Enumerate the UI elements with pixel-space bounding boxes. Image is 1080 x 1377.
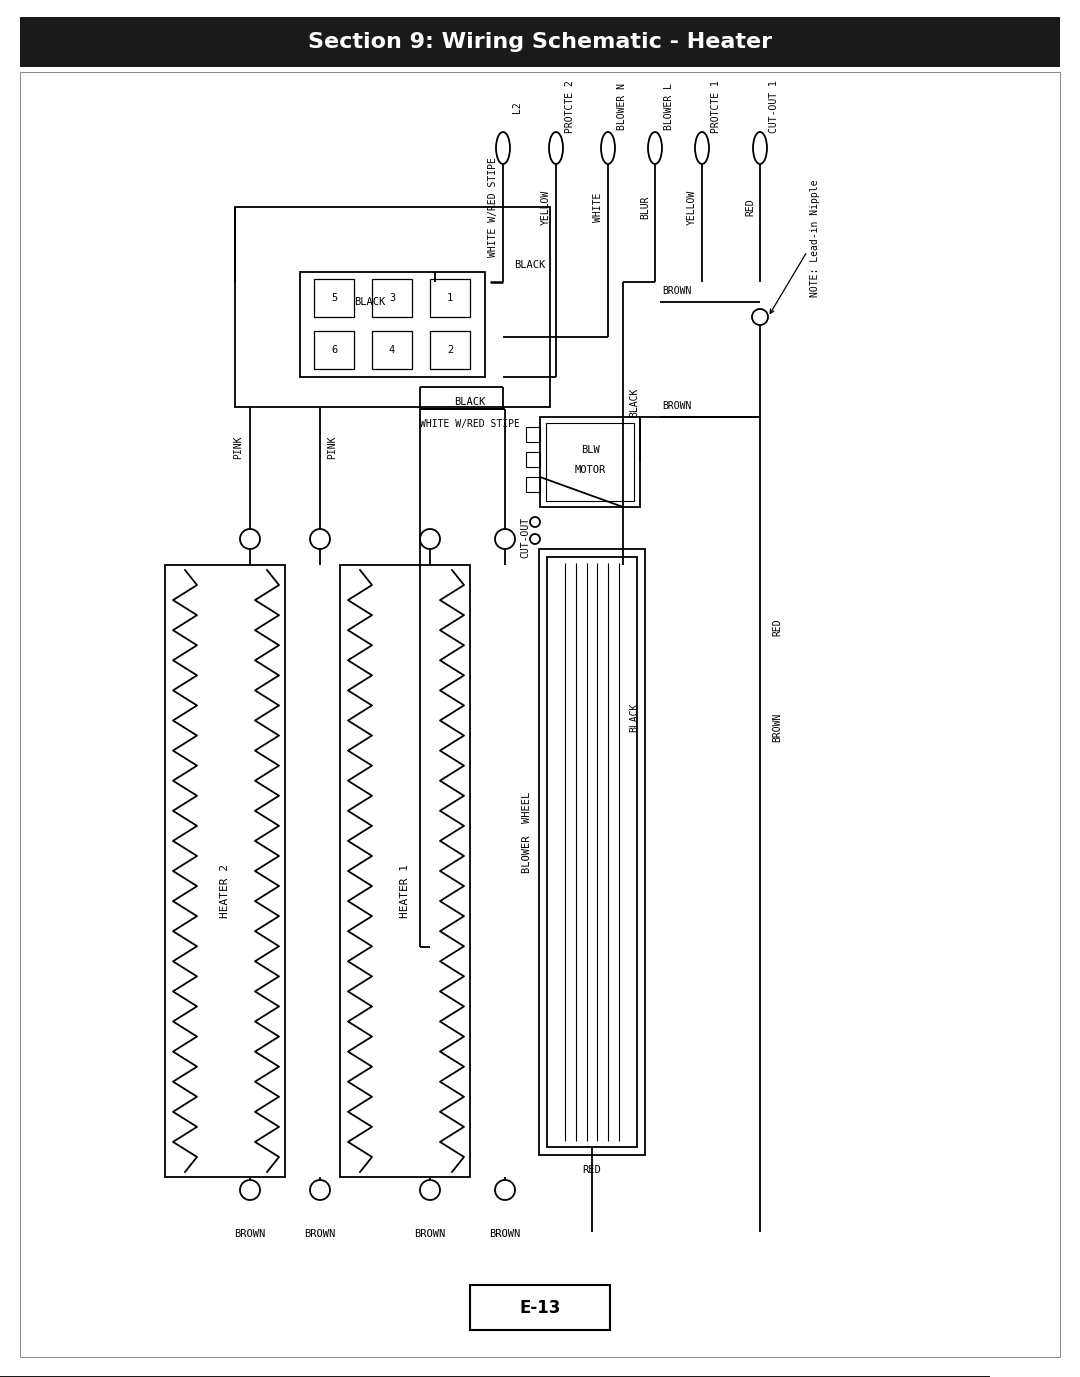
Ellipse shape [696, 132, 708, 164]
Bar [430, 330, 470, 369]
Text: BROWN: BROWN [234, 1230, 266, 1239]
Text: HEATER 2: HEATER 2 [220, 863, 230, 918]
Text: WHITE W/RED STIPE: WHITE W/RED STIPE [420, 419, 519, 430]
Text: PINK: PINK [233, 435, 243, 459]
Bar [300, 273, 485, 377]
Circle shape [495, 1180, 515, 1199]
Text: BLACK: BLACK [629, 387, 639, 417]
Bar [314, 280, 354, 317]
Bar [546, 558, 637, 1147]
Text: L2: L2 [512, 101, 522, 113]
Circle shape [240, 529, 260, 549]
Circle shape [240, 1180, 260, 1199]
Bar [470, 1285, 610, 1330]
Text: CUT-OUT 1: CUT-OUT 1 [769, 81, 779, 134]
Text: NOTE: Lead-in Nipple: NOTE: Lead-in Nipple [770, 179, 820, 314]
Text: BLOWER N: BLOWER N [617, 84, 627, 131]
Circle shape [420, 1180, 440, 1199]
Bar [540, 417, 640, 507]
Text: BROWN: BROWN [489, 1230, 521, 1239]
Text: Section 9: Wiring Schematic - Heater: Section 9: Wiring Schematic - Heater [308, 32, 772, 52]
Text: CUT-OUT: CUT-OUT [519, 516, 530, 558]
Text: BROWN: BROWN [662, 286, 691, 296]
Text: BROWN: BROWN [772, 712, 782, 742]
Text: BLACK: BLACK [354, 297, 386, 307]
Ellipse shape [496, 132, 510, 164]
Bar [235, 207, 550, 408]
Circle shape [530, 534, 540, 544]
Bar [430, 280, 470, 317]
Text: PINK: PINK [327, 435, 337, 459]
Text: YELLOW: YELLOW [541, 190, 551, 224]
Text: 2: 2 [447, 346, 454, 355]
Bar [21, 17, 1059, 67]
Bar [526, 452, 540, 467]
Text: BLW: BLW [581, 445, 599, 454]
Text: 4: 4 [389, 346, 395, 355]
Ellipse shape [600, 132, 615, 164]
Ellipse shape [753, 132, 767, 164]
Text: 3: 3 [389, 293, 395, 303]
Bar [314, 330, 354, 369]
Text: BLOWER L: BLOWER L [664, 84, 674, 131]
Text: MOTOR: MOTOR [575, 465, 606, 475]
Circle shape [495, 529, 515, 549]
Text: BROWN: BROWN [662, 401, 691, 410]
Bar [340, 565, 470, 1177]
Bar [539, 549, 645, 1155]
Text: BLUR: BLUR [640, 196, 650, 219]
Text: RED: RED [745, 198, 755, 216]
Text: BROWN: BROWN [415, 1230, 446, 1239]
Text: YELLOW: YELLOW [687, 190, 697, 224]
Bar [165, 565, 285, 1177]
Text: BLACK: BLACK [455, 397, 486, 408]
Text: PROTCTE 2: PROTCTE 2 [565, 81, 575, 134]
Ellipse shape [648, 132, 662, 164]
Text: BLACK: BLACK [629, 702, 639, 731]
Bar [526, 427, 540, 442]
Text: 1: 1 [447, 293, 454, 303]
Text: WHITE W/RED STIPE: WHITE W/RED STIPE [488, 157, 498, 257]
Bar [526, 476, 540, 492]
Text: RED: RED [582, 1165, 602, 1175]
Text: E-13: E-13 [519, 1299, 561, 1316]
Text: 6: 6 [330, 346, 337, 355]
Text: PROTCTE 1: PROTCTE 1 [711, 81, 721, 134]
Circle shape [310, 529, 330, 549]
Text: RED: RED [772, 618, 782, 636]
Circle shape [310, 1180, 330, 1199]
Bar [546, 423, 634, 501]
Circle shape [420, 529, 440, 549]
Text: 5: 5 [330, 293, 337, 303]
Text: BROWN: BROWN [305, 1230, 336, 1239]
Circle shape [752, 308, 768, 325]
Text: WHITE: WHITE [593, 193, 603, 222]
Text: HEATER 1: HEATER 1 [400, 863, 410, 918]
Bar [372, 280, 411, 317]
Ellipse shape [549, 132, 563, 164]
Text: BLACK: BLACK [514, 260, 545, 270]
Circle shape [530, 516, 540, 527]
Bar [372, 330, 411, 369]
Text: BLOWER  WHEEL: BLOWER WHEEL [522, 792, 532, 873]
